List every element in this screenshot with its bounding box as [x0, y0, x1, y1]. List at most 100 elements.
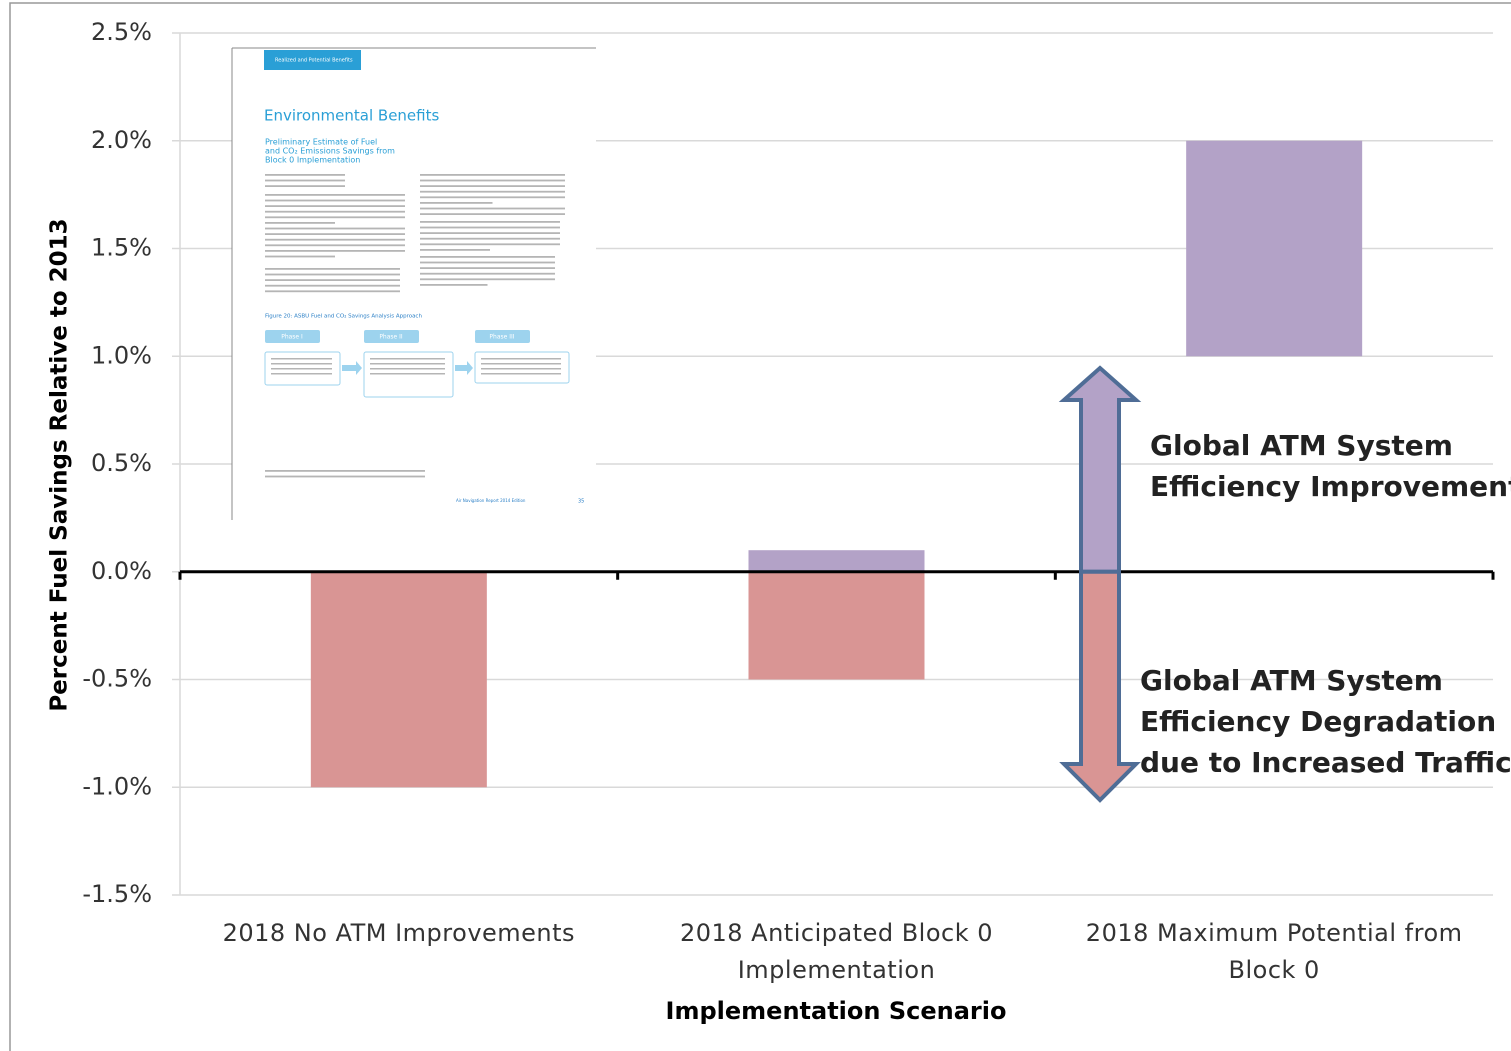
inset-box-line [370, 368, 445, 370]
annotation-line: Efficiency Improvement [1150, 470, 1511, 503]
inset-body-line [265, 227, 405, 230]
frame [9, 2, 1511, 1051]
y-tick-label: 0.0% [91, 557, 152, 585]
inset-body-line [265, 216, 405, 219]
inset-body-line [265, 284, 400, 287]
inset-box-line [370, 373, 445, 375]
inset-body-line [420, 243, 560, 246]
y-tick-label: 1.0% [91, 341, 152, 369]
inset-subtitle: Preliminary Estimate of Fuel [265, 138, 377, 147]
inset-body-line [265, 185, 345, 187]
inset-title: Environmental Benefits [264, 107, 439, 125]
y-tick-label: 2.0% [91, 126, 152, 154]
bar [310, 571, 487, 788]
inset-phase-text: Phase I [281, 334, 303, 341]
x-tick-label: 2018 Anticipated Block 0 Implementation [679, 919, 994, 984]
inset-box-line [481, 373, 561, 375]
inset-body-line [265, 205, 405, 207]
bar [748, 571, 925, 680]
arrow-down [1059, 569, 1141, 803]
inset-arrow [455, 361, 473, 375]
inset-body-line [265, 238, 405, 241]
x-tick-label: 2018 No ATM Improvements [222, 919, 576, 947]
inset-body-line [420, 190, 565, 193]
inset-body-line [420, 256, 555, 258]
bar [1186, 140, 1363, 357]
inset-body-line [265, 279, 400, 281]
inset-figure-caption: Figure 20: ASBU Fuel and CO₂ Savings Ana… [265, 314, 422, 320]
y-tick-label: -0.5% [82, 665, 152, 693]
inset-tab [264, 50, 361, 70]
inset-page: Realized and Potential Benefits Environme… [231, 47, 596, 520]
inset-footer: Air Navigation Report 2014 Edition [456, 498, 526, 503]
inset-phase [265, 330, 320, 343]
x-tick-label: 2018 Maximum Potential from Block 0 [1085, 919, 1463, 984]
inset-box-line [481, 363, 561, 365]
inset-body-line [420, 202, 493, 204]
y-tick-label: -1.0% [82, 772, 152, 800]
inset-body-line [265, 273, 400, 276]
inset-body-line [420, 284, 488, 286]
inset-box-line [370, 363, 445, 365]
annotation-line: Global ATM System [1150, 429, 1453, 462]
inset-body-line [420, 249, 490, 251]
inset-body-line [420, 213, 565, 215]
inset-box-line [271, 363, 332, 365]
inset-body-line [420, 207, 565, 210]
y-tick-label: 0.5% [91, 449, 152, 477]
inset-body-line [265, 179, 345, 182]
inset-body-line [265, 255, 335, 258]
inset-body-line [265, 475, 425, 478]
inset-tab-text: Realized and Potential Benefits [275, 58, 353, 64]
inset-body-line [265, 233, 405, 235]
inset-body-line [420, 196, 565, 199]
inset-body-line [420, 232, 560, 234]
inset-body-line [265, 250, 405, 252]
inset-box-line [271, 373, 332, 375]
inset-box-line [370, 358, 445, 360]
inset-body-line [420, 179, 565, 182]
inset-body-line [265, 199, 405, 202]
inset-phase [364, 330, 419, 343]
inset-body-line [420, 221, 560, 223]
inset-subtitle: Block 0 Implementation [265, 156, 360, 165]
inset-box-line [481, 358, 561, 360]
inset-body-line [420, 226, 560, 229]
inset-body-line [265, 222, 335, 224]
inset-body-line [420, 272, 555, 275]
inset-body-line [265, 290, 400, 293]
inset-body-line [265, 268, 400, 270]
inset-phase [475, 330, 530, 343]
inset-body-line [265, 174, 345, 176]
bar [748, 550, 925, 572]
inset-phase-text: Phase II [379, 334, 403, 341]
inset-body-line [265, 470, 425, 472]
inset-body-line [265, 244, 405, 247]
inset-subtitle: and CO₂ Emissions Savings from [265, 147, 395, 156]
inset-body-line [420, 185, 565, 187]
annotation-line: Efficiency Degradation [1140, 705, 1497, 738]
y-tick-label: 2.5% [91, 18, 152, 46]
inset-phase-box [474, 351, 570, 384]
x-axis-title: Implementation Scenario [666, 997, 1007, 1025]
inset-body-line [420, 174, 565, 176]
inset-body-line [265, 194, 405, 196]
annotation: Global ATM System Efficiency Degradation d… [1140, 660, 1511, 783]
inset-phase-text: Phase III [489, 334, 514, 341]
inset-body-line [420, 261, 555, 264]
inset-page-number: 35 [578, 499, 584, 505]
inset-body-line [420, 237, 560, 240]
inset-box-line [271, 358, 332, 360]
annotation-line: due to Increased Traffic [1140, 746, 1511, 779]
inset-body-line [420, 278, 555, 281]
annotation-line: Global ATM System [1140, 664, 1443, 697]
annotation: Global ATM System Efficiency Improvement [1150, 425, 1511, 507]
y-tick-label: -1.5% [82, 880, 152, 908]
inset-body-line [265, 210, 405, 213]
inset-box-line [481, 368, 561, 370]
inset-bg [232, 48, 596, 520]
inset-body-line [420, 267, 555, 269]
y-axis-title: Percent Fuel Savings Relative to 2013 [47, 218, 73, 711]
